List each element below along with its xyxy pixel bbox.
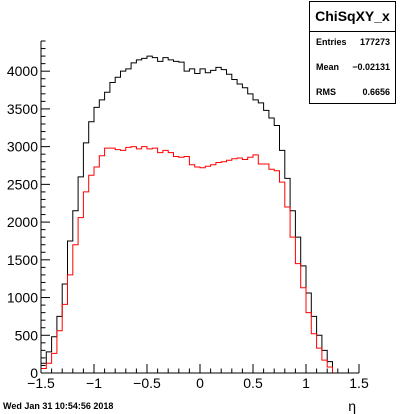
histogram-series-2 [40, 146, 333, 373]
x-axis-title: η [348, 398, 356, 414]
x-tick-label: −0.5 [133, 375, 161, 391]
stats-rms-label: RMS [316, 87, 336, 97]
histogram-series-1 [40, 55, 333, 373]
stats-title: ChiSqXY_x [315, 8, 390, 24]
stats-rms-value: 0.6656 [362, 87, 390, 97]
axes: −1.5 −1 −0.5 0 0.5 1 1.5 0 500 1000 1500 2000 2500 30… [7, 40, 369, 391]
stats-entries-value: 177273 [360, 37, 390, 47]
y-tick-label: 4000 [7, 63, 38, 79]
y-tick-label: 2000 [7, 214, 38, 230]
stats-mean-label: Mean [316, 62, 339, 72]
x-tick-label: 1 [302, 375, 310, 391]
x-tick-label: 0.5 [243, 375, 263, 391]
x-tick-label: −1 [86, 375, 102, 391]
y-tick-label: 500 [15, 327, 39, 343]
footer-timestamp: Wed Jan 31 10:54:56 2018 [3, 401, 113, 411]
x-tick-label: 1.5 [349, 375, 369, 391]
plot-area [40, 55, 333, 373]
stats-mean-value: −0.02131 [352, 62, 390, 72]
x-tick-label: −1.5 [27, 375, 55, 391]
y-tick-label: 0 [30, 365, 38, 381]
y-tick-label: 2500 [7, 176, 38, 192]
stats-box-frame [309, 1, 396, 104]
y-tick-label: 1500 [7, 252, 38, 268]
stats-box: ChiSqXY_x Entries 177273 Mean −0.02131 R… [309, 1, 396, 104]
y-tick-label: 1000 [7, 290, 38, 306]
x-tick-label: 0 [196, 375, 204, 391]
y-tick-label: 3000 [7, 139, 38, 155]
y-tick-label: 3500 [7, 101, 38, 117]
stats-entries-label: Entries [316, 37, 347, 47]
